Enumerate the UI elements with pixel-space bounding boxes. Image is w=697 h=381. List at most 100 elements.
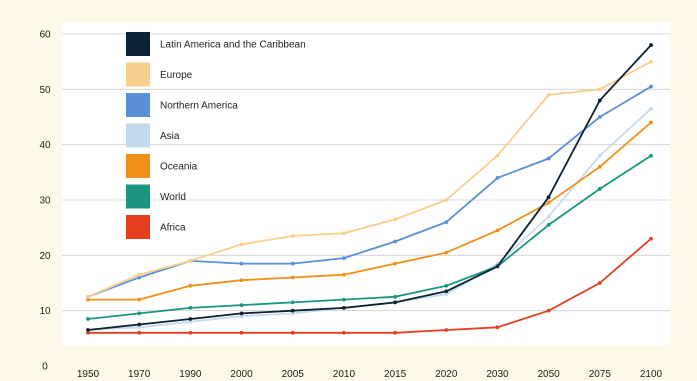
data-point (649, 84, 653, 89)
data-point (290, 330, 295, 335)
series-line-world (87, 154, 652, 320)
data-point (393, 330, 397, 335)
data-point (444, 283, 449, 288)
data-point (342, 272, 346, 277)
data-point (86, 317, 90, 321)
data-point (495, 153, 500, 158)
x-tick-label: 2005 (282, 369, 305, 380)
data-point (597, 115, 602, 119)
data-point (290, 308, 295, 313)
legend-swatch (126, 93, 150, 117)
data-point (393, 217, 397, 222)
series-line-latin-america-and-the-caribbean (87, 44, 652, 331)
data-point (137, 272, 142, 277)
x-tick-label: 2020 (435, 369, 458, 380)
data-point (239, 314, 244, 319)
legend-swatch (126, 62, 150, 87)
data-point (239, 330, 244, 335)
x-tick-label: 1970 (128, 369, 151, 380)
data-point (546, 200, 551, 205)
series-line-africa (88, 238, 652, 334)
y-tick-label: 40 (39, 140, 51, 151)
legend-label: World (160, 192, 186, 203)
x-tick-label: 2050 (538, 369, 561, 380)
series-line-oceania (88, 121, 652, 301)
data-point (495, 228, 500, 233)
data-point (444, 328, 449, 332)
data-point (546, 195, 551, 200)
data-point (342, 297, 346, 302)
x-tick-label: 2075 (589, 369, 612, 380)
data-point (86, 297, 90, 302)
data-point (649, 43, 653, 47)
data-point (239, 278, 244, 283)
plot-area (62, 22, 670, 345)
series-europe (86, 59, 653, 299)
data-point (649, 120, 653, 125)
y-axis-ticks: 0 10 20 30 40 50 60 (39, 30, 51, 373)
series-africa (86, 236, 653, 335)
data-point (342, 256, 346, 260)
data-point (137, 322, 142, 327)
data-point (495, 264, 500, 269)
legend: Latin America and the Caribbean Europe Nor… (126, 32, 306, 239)
data-point (444, 289, 449, 294)
y-tick-label: 0 (42, 362, 48, 373)
x-tick-label: 2000 (230, 369, 253, 380)
data-point (444, 198, 449, 202)
data-point (86, 330, 90, 335)
legend-label: Latin America and the Caribbean (160, 40, 306, 51)
legend-label: Africa (160, 223, 186, 234)
data-point (290, 300, 295, 305)
x-tick-label: 1950 (77, 369, 100, 380)
x-tick-label: 1990 (179, 369, 202, 380)
data-point (188, 317, 193, 321)
data-point (393, 300, 397, 305)
data-point (239, 303, 244, 308)
data-point (239, 242, 244, 247)
data-point (597, 187, 602, 191)
series-lines (86, 43, 653, 335)
data-point (597, 98, 602, 103)
legend-label: Europe (160, 70, 193, 81)
legend-swatch (126, 123, 150, 148)
data-point (597, 164, 602, 169)
data-point (188, 330, 193, 335)
legend-swatch (126, 184, 150, 209)
legend-label: Asia (160, 131, 180, 142)
data-point (649, 153, 653, 158)
data-point (495, 325, 500, 330)
data-point (137, 330, 142, 335)
data-point (239, 261, 244, 266)
data-point (393, 239, 397, 244)
data-point (188, 306, 193, 310)
data-point (546, 92, 551, 97)
data-point (188, 283, 193, 288)
legend-label: Oceania (160, 162, 198, 173)
y-tick-label: 30 (39, 196, 51, 207)
data-point (137, 311, 142, 316)
data-point (342, 330, 346, 335)
data-point (597, 281, 602, 285)
x-tick-label: 2010 (333, 369, 356, 380)
data-point (86, 294, 90, 299)
legend-label: Northern America (160, 101, 238, 112)
y-tick-label: 20 (39, 251, 51, 262)
data-point (188, 258, 193, 263)
data-point (597, 153, 602, 158)
data-point (342, 231, 346, 236)
data-point (546, 308, 551, 313)
data-point (649, 236, 653, 241)
data-point (290, 311, 295, 316)
series-latin-america-and-the-caribbean (86, 43, 653, 332)
x-tick-label: 2100 (640, 369, 663, 380)
data-point (444, 250, 449, 255)
data-point (137, 325, 142, 330)
data-point (546, 223, 551, 227)
data-point (290, 234, 295, 238)
y-tick-label: 10 (39, 306, 51, 317)
data-point (290, 261, 295, 266)
x-axis-ticks: 1950 1970 1990 2000 2005 2010 2015 2020 2030 2050… (77, 369, 663, 380)
data-point (546, 214, 551, 219)
